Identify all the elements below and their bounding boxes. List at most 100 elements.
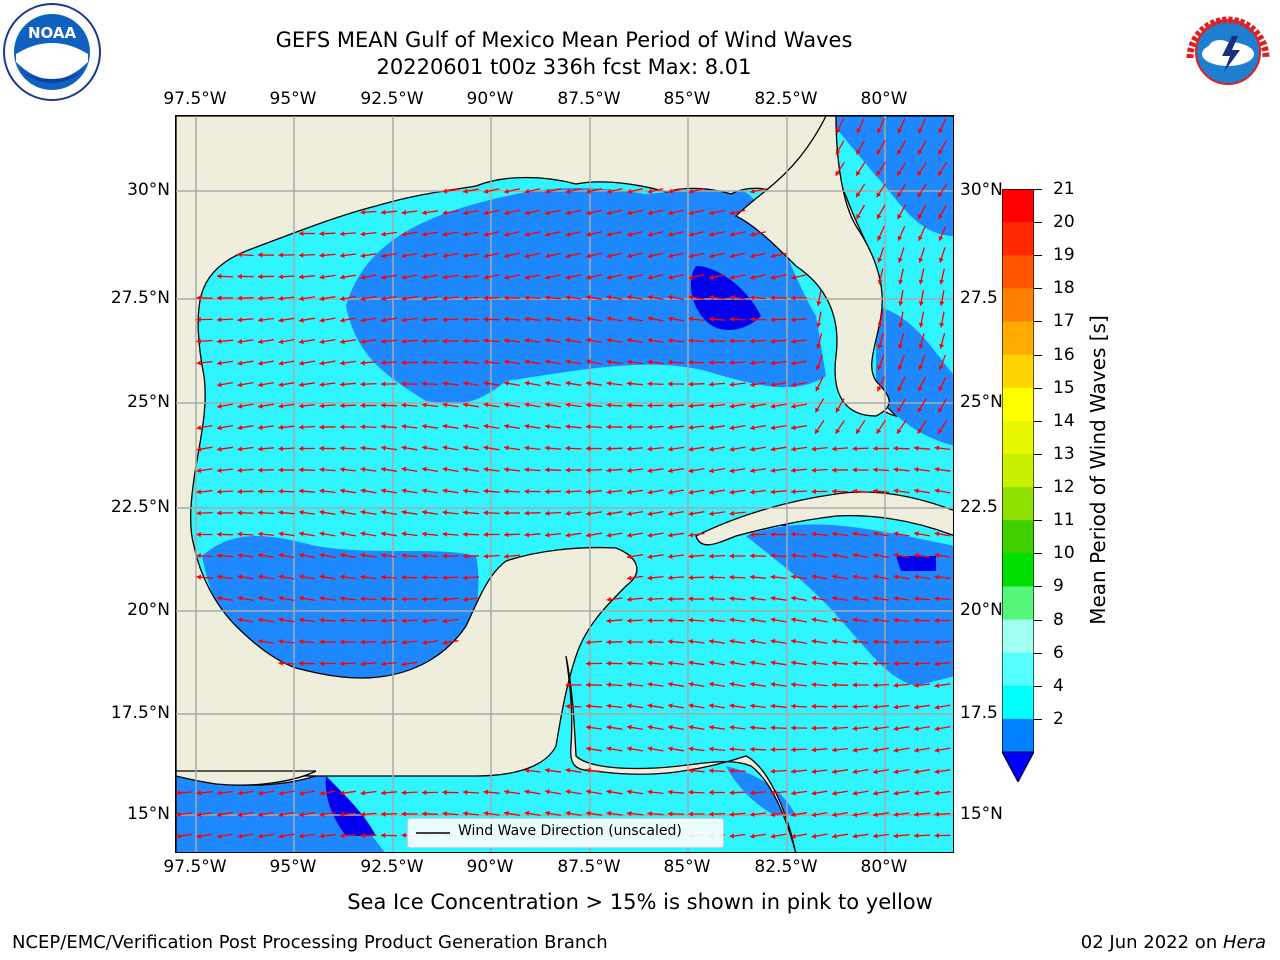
wave-direction-arrow bbox=[442, 295, 459, 301]
wave-direction-arrow bbox=[627, 359, 643, 365]
wave-direction-arrow bbox=[811, 790, 828, 796]
wave-direction-arrow bbox=[647, 532, 664, 538]
map-panel bbox=[175, 115, 954, 853]
wave-direction-arrow bbox=[524, 252, 541, 259]
wave-direction-arrow bbox=[217, 574, 233, 580]
wave-direction-arrow bbox=[647, 811, 664, 817]
wave-direction-arrow bbox=[770, 617, 787, 623]
lon-tick-bottom: 92.5°W bbox=[360, 857, 424, 877]
wave-direction-arrow bbox=[319, 296, 336, 302]
wave-direction-arrow bbox=[831, 704, 849, 710]
wave-direction-arrow bbox=[626, 682, 644, 688]
wave-direction-arrow bbox=[749, 424, 767, 431]
wave-direction-arrow bbox=[257, 252, 275, 258]
wave-direction-arrow bbox=[873, 726, 889, 732]
wave-direction-arrow bbox=[729, 768, 746, 774]
wave-direction-arrow bbox=[442, 338, 459, 344]
wave-direction-arrow bbox=[360, 531, 377, 537]
wave-direction-arrow bbox=[688, 446, 705, 452]
wave-direction-arrow bbox=[360, 381, 377, 387]
wave-direction-arrow bbox=[708, 553, 726, 559]
wave-direction-arrow bbox=[319, 360, 336, 366]
wave-direction-arrow bbox=[257, 790, 275, 796]
colorbar bbox=[1001, 188, 1035, 784]
wave-direction-arrow bbox=[216, 510, 234, 516]
wave-direction-arrow bbox=[816, 311, 822, 328]
wave-direction-arrow bbox=[939, 333, 946, 349]
wave-direction-arrow bbox=[647, 337, 664, 343]
wave-direction-arrow bbox=[647, 188, 664, 194]
wave-direction-arrow bbox=[606, 381, 623, 387]
wave-direction-arrow bbox=[917, 376, 927, 392]
wave-direction-arrow bbox=[298, 446, 316, 452]
wave-direction-arrow bbox=[298, 317, 316, 323]
wave-direction-arrow bbox=[340, 252, 356, 258]
wave-direction-arrow bbox=[876, 140, 886, 155]
wave-direction-arrow bbox=[627, 274, 643, 280]
wave-direction-arrow bbox=[749, 446, 767, 452]
wave-direction-arrow bbox=[791, 274, 807, 280]
wave-direction-arrow bbox=[877, 225, 885, 242]
wave-direction-arrow bbox=[401, 209, 418, 215]
wave-direction-arrow bbox=[749, 725, 767, 731]
wave-direction-arrow bbox=[708, 381, 726, 387]
wave-direction-arrow bbox=[688, 381, 705, 387]
wave-direction-arrow bbox=[729, 424, 746, 431]
colorbar-tick bbox=[1034, 685, 1042, 687]
wave-direction-arrow bbox=[688, 789, 705, 795]
wave-direction-arrow bbox=[913, 445, 931, 451]
wave-direction-arrow bbox=[442, 402, 459, 408]
wave-direction-arrow bbox=[565, 295, 582, 301]
colorbar-label: 17 bbox=[1053, 311, 1075, 332]
wave-direction-arrow bbox=[237, 403, 254, 409]
wave-direction-arrow bbox=[667, 639, 685, 645]
wave-direction-arrow bbox=[401, 661, 418, 667]
wave-direction-arrow bbox=[647, 596, 664, 602]
wave-direction-arrow bbox=[872, 768, 890, 775]
colorbar-label: 4 bbox=[1053, 675, 1064, 696]
wave-direction-arrow bbox=[585, 424, 603, 430]
wave-direction-arrow bbox=[770, 638, 787, 645]
wave-direction-arrow bbox=[626, 596, 644, 602]
wave-direction-arrow bbox=[688, 424, 705, 430]
wave-direction-arrow bbox=[626, 381, 644, 387]
wave-direction-arrow bbox=[360, 253, 377, 259]
wave-direction-arrow bbox=[896, 161, 907, 177]
wave-direction-arrow bbox=[463, 253, 479, 259]
colorbar-swatch bbox=[1002, 420, 1034, 455]
wave-direction-arrow bbox=[442, 445, 459, 451]
wave-direction-arrow bbox=[688, 811, 705, 817]
wave-direction-arrow bbox=[176, 833, 192, 839]
wave-direction-arrow bbox=[872, 639, 890, 645]
lat-tick-left: 17.5°N bbox=[110, 703, 170, 723]
lat-tick-right: 20°N bbox=[960, 600, 1003, 620]
wave-direction-arrow bbox=[401, 488, 418, 494]
colorbar-label: 16 bbox=[1053, 344, 1075, 365]
wave-direction-arrow bbox=[319, 381, 336, 387]
wave-direction-arrow bbox=[729, 231, 746, 237]
wave-direction-arrow bbox=[770, 467, 787, 473]
colorbar-swatch bbox=[1002, 354, 1034, 389]
wave-direction-arrow bbox=[524, 359, 541, 365]
wave-direction-arrow bbox=[278, 295, 295, 301]
wave-direction-arrow bbox=[421, 274, 439, 280]
wave-direction-arrow bbox=[627, 188, 643, 194]
wave-direction-arrow bbox=[896, 183, 907, 198]
wave-direction-arrow bbox=[688, 489, 705, 495]
lat-tick-right: 17.5 bbox=[960, 703, 998, 723]
wave-direction-arrow bbox=[421, 338, 439, 344]
wave-direction-arrow bbox=[278, 574, 295, 580]
wave-direction-arrow bbox=[893, 811, 910, 817]
wave-direction-arrow bbox=[503, 402, 521, 408]
wave-direction-arrow bbox=[688, 252, 705, 259]
lon-tick-bottom: 87.5°W bbox=[557, 857, 621, 877]
wave-direction-arrow bbox=[914, 704, 930, 710]
wave-direction-arrow bbox=[442, 531, 459, 537]
wave-direction-arrow bbox=[893, 790, 910, 796]
wave-direction-arrow bbox=[545, 316, 561, 322]
wave-direction-arrow bbox=[544, 380, 562, 387]
wave-direction-arrow bbox=[626, 746, 644, 752]
wave-direction-arrow bbox=[729, 510, 746, 516]
wave-direction-arrow bbox=[791, 660, 807, 666]
wave-direction-arrow bbox=[381, 445, 397, 451]
